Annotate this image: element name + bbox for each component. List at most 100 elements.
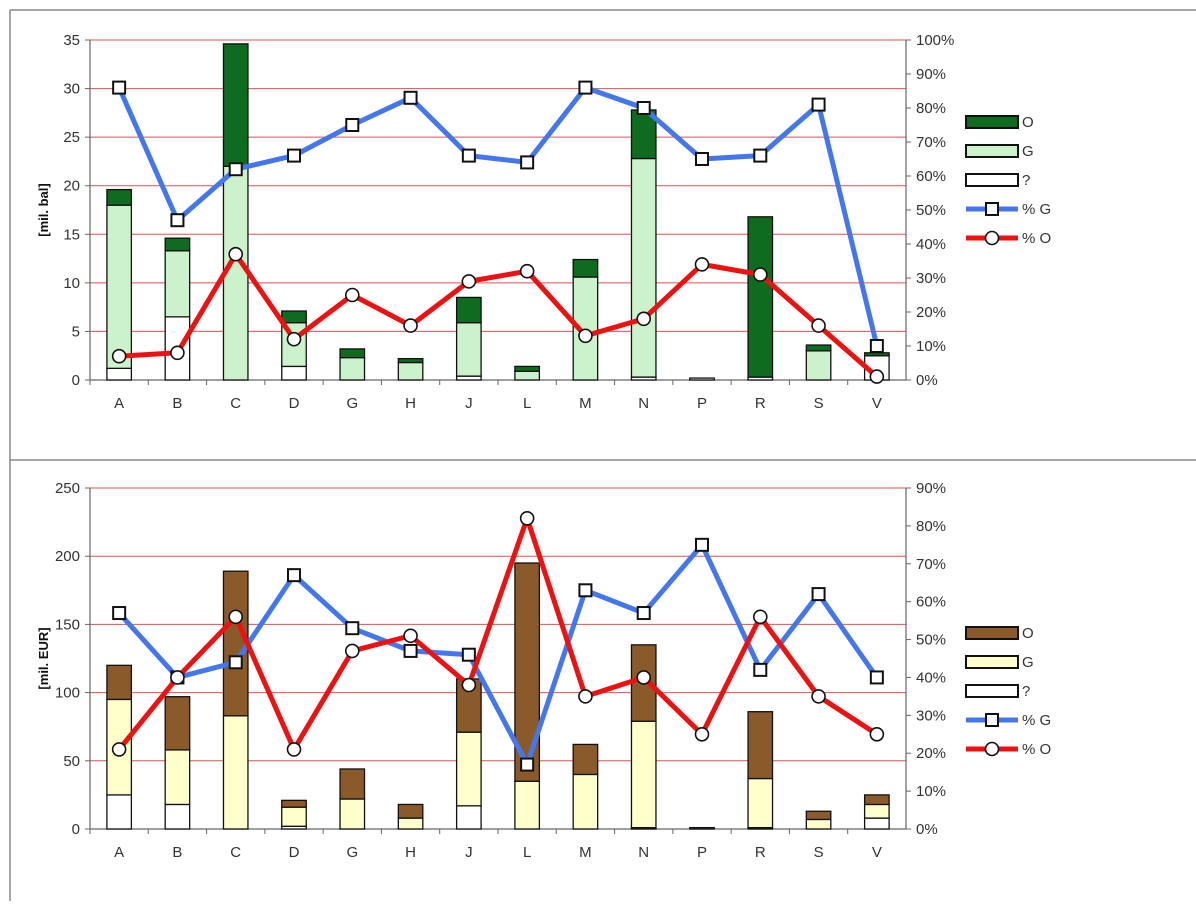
bar-o-b <box>164 237 191 252</box>
legend-swatch-unknown <box>965 684 1019 698</box>
y-tick-label: 100 <box>55 685 80 702</box>
y-tick-label: 30 <box>63 81 80 98</box>
legend-swatch-o <box>965 115 1019 129</box>
y-tick-label: 5 <box>72 323 80 340</box>
y2-tick-label: 10% <box>916 783 946 800</box>
bar-g-a <box>106 698 133 796</box>
y2-tick-label: 90% <box>916 66 946 83</box>
point-pct-o-n <box>636 670 652 685</box>
y2-tick-label: 30% <box>916 270 946 287</box>
legend-marker-pct-g <box>985 202 999 216</box>
point-pct-o-s <box>811 689 826 704</box>
x-tick-label: V <box>872 844 882 861</box>
point-pct-g-r <box>753 662 768 677</box>
point-pct-o-j <box>461 274 477 289</box>
y-tick-label: 10 <box>63 275 80 292</box>
bar-unknown-a <box>106 794 133 830</box>
point-pct-o-l <box>519 263 535 279</box>
point-pct-o-p <box>694 257 710 272</box>
point-pct-o-m <box>578 689 593 704</box>
point-pct-o-p <box>694 726 710 742</box>
bar-g-c <box>222 165 249 381</box>
x-tick-label: G <box>346 395 358 412</box>
bar-g-v <box>863 803 890 819</box>
point-pct-g-g <box>345 118 360 132</box>
bar-g-h <box>397 817 424 830</box>
x-tick-label: H <box>405 844 416 861</box>
y2-tick-label: 20% <box>916 745 946 762</box>
bar-g-d <box>281 806 307 827</box>
y2-tick-label: 100% <box>916 32 954 49</box>
bar-unknown-d <box>281 365 307 381</box>
point-pct-o-b <box>170 670 185 685</box>
point-pct-g-h <box>403 90 418 105</box>
point-pct-o-m <box>578 328 593 344</box>
x-tick-label: B <box>172 395 182 412</box>
legend-label-pct-g: % G <box>1022 201 1051 218</box>
legend-label-pct-g: % G <box>1022 712 1051 729</box>
point-pct-o-g <box>344 287 360 303</box>
point-pct-g-p <box>695 152 709 166</box>
series-line-pct-g <box>117 542 879 768</box>
bar-g-c <box>222 715 249 830</box>
bar-g-s <box>805 350 832 381</box>
point-pct-g-m <box>578 80 593 95</box>
x-tick-label: M <box>579 844 592 861</box>
point-pct-g-r <box>753 148 768 163</box>
point-pct-g-m <box>578 583 593 598</box>
bar-g-l <box>514 370 541 381</box>
y2-tick-label: 80% <box>916 100 946 117</box>
point-pct-o-r <box>752 267 768 282</box>
bar-o-b <box>164 696 191 751</box>
y-tick-label: 200 <box>55 548 80 565</box>
bar-g-a <box>106 204 133 369</box>
y-axis-label: [mil. EUR] <box>36 627 51 689</box>
chart-1: 0 5 10 15 20 25 30 35 0% 10% 20% 30% 40% 50% 60% 70% 80%… <box>36 32 1051 412</box>
bar-unknown-p <box>689 377 715 381</box>
bar-g-l <box>514 780 541 830</box>
y-tick-label: 50 <box>63 753 80 770</box>
y2-tick-label: 80% <box>916 518 946 535</box>
y2-tick-label: 70% <box>916 134 946 151</box>
point-pct-o-j <box>461 677 477 693</box>
y2-tick-label: 0% <box>916 372 938 389</box>
x-tick-label: N <box>638 395 649 412</box>
y-tick-label: 20 <box>63 178 80 195</box>
point-pct-g-c <box>228 655 243 670</box>
bar-o-r <box>747 216 774 378</box>
bar-g-h <box>397 361 424 381</box>
bar-unknown-b <box>164 803 191 830</box>
point-pct-o-r <box>752 609 768 625</box>
bar-o-g <box>339 348 366 359</box>
bar-g-g <box>339 798 366 830</box>
x-tick-label: L <box>523 844 531 861</box>
bar-o-l <box>514 365 541 372</box>
x-tick-label: B <box>172 844 182 861</box>
bar-g-b <box>164 250 191 318</box>
legend-label-g: G <box>1022 654 1034 671</box>
y2-tick-label: 0% <box>916 821 938 838</box>
bar-g-r <box>747 777 774 829</box>
bar-g-n <box>630 157 657 378</box>
x-tick-label: V <box>872 395 882 412</box>
bar-o-c <box>222 43 249 167</box>
y2-tick-label: 60% <box>916 168 946 185</box>
legend-label-g: G <box>1022 143 1034 160</box>
point-pct-g-a <box>112 606 127 621</box>
series-line-pct-o <box>118 251 879 379</box>
legend-marker-pct-o <box>984 230 1000 246</box>
bar-o-r <box>747 711 774 780</box>
point-pct-o-a <box>111 348 127 364</box>
point-pct-o-d <box>286 331 302 347</box>
point-pct-o-v <box>869 726 885 742</box>
y-tick-label: 15 <box>63 226 80 243</box>
point-pct-g-a <box>112 80 127 95</box>
x-tick-label: D <box>289 395 300 412</box>
y2-tick-label: 10% <box>916 338 946 355</box>
point-pct-o-h <box>403 628 418 644</box>
x-tick-label: R <box>755 395 766 412</box>
x-tick-label: C <box>230 844 241 861</box>
bar-o-a <box>106 664 133 701</box>
y-tick-label: 0 <box>72 821 80 838</box>
